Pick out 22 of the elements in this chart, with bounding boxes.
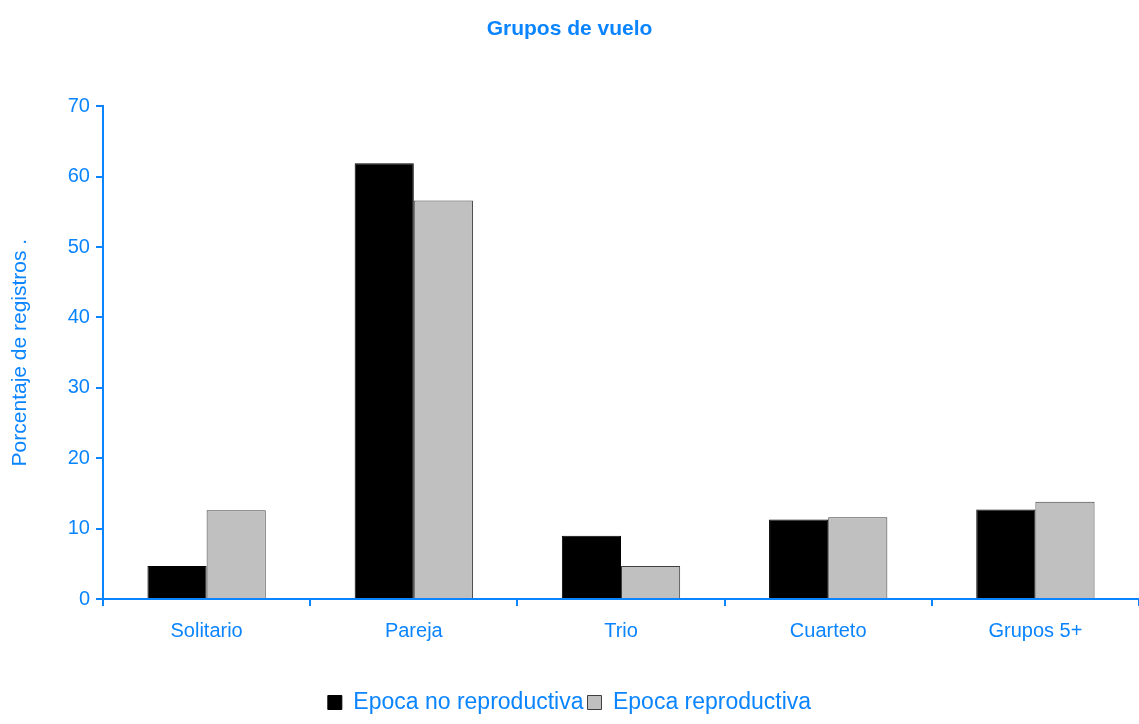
y-tick-label: 30 bbox=[67, 375, 90, 398]
legend-label: Epoca reproductiva bbox=[612, 687, 812, 714]
y-tick-label: 60 bbox=[67, 164, 90, 187]
y-tick-label: 70 bbox=[67, 93, 90, 116]
bar bbox=[976, 509, 1036, 598]
y-tick-label: 10 bbox=[67, 516, 90, 539]
y-tick-label: 20 bbox=[67, 445, 90, 468]
legend-label: Epoca no reproductiva bbox=[353, 687, 584, 714]
bar bbox=[354, 163, 414, 598]
x-tick-label: Pareja bbox=[384, 618, 444, 641]
y-tick-label: 40 bbox=[67, 304, 90, 327]
x-tick-label: Grupos 5+ bbox=[988, 618, 1083, 641]
y-axis-title: Porcentaje de registros . bbox=[7, 238, 31, 467]
y-tick-label: 50 bbox=[67, 234, 90, 257]
y-tick-label: 0 bbox=[78, 586, 90, 609]
x-tick-label: Cuarteto bbox=[789, 618, 867, 641]
x-tick-label: Solitario bbox=[170, 618, 243, 641]
bar bbox=[561, 535, 621, 598]
x-tick-label: Trio bbox=[604, 618, 638, 641]
chart-title: Grupos de vuelo bbox=[486, 16, 653, 40]
bar bbox=[769, 519, 829, 598]
bar bbox=[147, 565, 207, 598]
